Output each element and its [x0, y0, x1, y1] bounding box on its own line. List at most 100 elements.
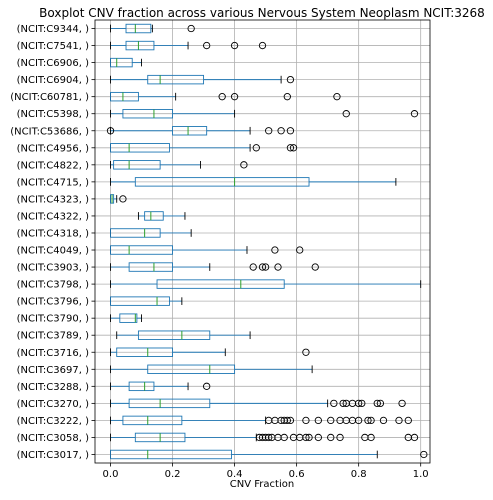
- y-tick-label: (NCIT:C3288, ): [17, 382, 89, 393]
- outlier-point: [327, 416, 335, 425]
- box-iqr: [128, 398, 211, 409]
- y-tick-label: (NCIT:C3058, ): [17, 433, 89, 444]
- outlier-point: [271, 246, 279, 254]
- outlier-point: [258, 263, 267, 271]
- outlier-point: [265, 433, 273, 442]
- outlier-point: [333, 93, 341, 101]
- outlier-point: [398, 399, 406, 408]
- box-series: [110, 160, 248, 170]
- outlier-point: [367, 433, 375, 442]
- box-series: [110, 415, 412, 426]
- box-series: [110, 177, 397, 187]
- box-iqr: [128, 381, 155, 392]
- y-tick-label: (NCIT:C4715, ): [17, 177, 89, 188]
- y-tick-label: (NCIT:C3903, ): [17, 263, 89, 274]
- outlier-point: [355, 399, 363, 408]
- outlier-point: [373, 399, 381, 408]
- x-tick-label: 0.8: [351, 469, 367, 480]
- y-tick-label: (NCIT:C4822, ): [17, 160, 89, 171]
- box-series: [110, 194, 127, 204]
- y-tick-label: (NCIT:C3017, ): [17, 450, 89, 461]
- outlier-point: [339, 399, 347, 408]
- y-tick-label: (NCIT:C4322, ): [17, 211, 89, 222]
- box-series: [110, 381, 211, 392]
- outlier-point: [420, 450, 428, 459]
- outlier-point: [265, 127, 273, 135]
- outlier-point: [404, 416, 412, 425]
- x-tick-label: 1.0: [413, 469, 429, 480]
- y-tick-label: (NCIT:C60781, ): [10, 92, 89, 103]
- x-axis-label: CNV Fraction: [230, 479, 294, 490]
- outlier-point: [289, 144, 298, 152]
- y-tick-label: (NCIT:C3222, ): [17, 416, 89, 427]
- box-iqr: [110, 57, 133, 68]
- outlier-point: [410, 110, 419, 118]
- box-iqr: [134, 177, 310, 187]
- outlier-point: [376, 399, 385, 408]
- outlier-point: [230, 93, 239, 101]
- x-tick-label: 0.0: [103, 469, 119, 480]
- outlier-point: [395, 416, 403, 425]
- x-tick-label: 0.6: [289, 469, 305, 480]
- box-series: [110, 449, 428, 460]
- box-iqr: [122, 109, 173, 119]
- box-iqr: [110, 143, 170, 153]
- x-tick-label: 0.2: [165, 469, 181, 480]
- box-iqr: [125, 40, 155, 51]
- outlier-point: [367, 416, 375, 425]
- outlier-point: [305, 433, 313, 442]
- outlier-point: [187, 24, 195, 33]
- box-series: [110, 40, 267, 51]
- outlier-point: [302, 433, 310, 442]
- box-series: [110, 432, 419, 443]
- y-tick-label: (NCIT:C6906, ): [17, 58, 89, 69]
- outlier-point: [302, 348, 310, 356]
- box-layer: [106, 23, 428, 460]
- outlier-point: [336, 433, 344, 442]
- outlier-point: [277, 127, 285, 135]
- box-iqr: [125, 23, 152, 34]
- y-tick-label: (NCIT:C5398, ): [17, 109, 89, 120]
- outlier-point: [119, 195, 127, 203]
- box-series: [110, 279, 422, 289]
- box-series: [110, 109, 419, 119]
- outlier-point: [218, 93, 226, 101]
- box-series: [116, 330, 251, 340]
- outlier-point: [410, 433, 419, 442]
- box-series: [110, 313, 142, 323]
- outlier-point: [327, 433, 335, 442]
- box-series: [110, 57, 142, 68]
- y-tick-label: (NCIT:C4318, ): [17, 228, 89, 239]
- y-tick-label: (NCIT:C3697, ): [17, 365, 89, 376]
- outlier-point: [286, 127, 295, 135]
- outlier-point: [274, 263, 282, 271]
- y-tick-label: (NCIT:C3796, ): [17, 297, 89, 308]
- y-tick-label: (NCIT:C4956, ): [17, 143, 89, 154]
- box-iqr: [147, 74, 205, 85]
- outlier-point: [358, 399, 366, 408]
- box-iqr: [113, 160, 161, 170]
- outlier-point: [249, 263, 257, 271]
- outlier-point: [311, 263, 319, 271]
- outlier-point: [258, 41, 267, 50]
- box-iqr: [128, 262, 173, 272]
- outlier-point: [379, 416, 388, 425]
- outlier-point: [283, 416, 291, 425]
- box-series: [110, 228, 192, 238]
- y-tick-label: (NCIT:C3790, ): [17, 314, 89, 325]
- y-tick-label: (NCIT:C3798, ): [17, 280, 89, 291]
- outlier-point: [106, 127, 115, 135]
- box-iqr: [110, 449, 232, 460]
- box-iqr: [137, 330, 211, 340]
- y-tick-label: (NCIT:C3789, ): [17, 331, 89, 342]
- box-iqr: [110, 228, 161, 238]
- outlier-point: [314, 433, 322, 442]
- y-tick-label: (NCIT:C9344, ): [17, 24, 89, 35]
- outlier-point: [261, 263, 270, 271]
- box-series: [106, 126, 295, 136]
- box-iqr: [110, 296, 170, 306]
- box-iqr: [147, 364, 236, 374]
